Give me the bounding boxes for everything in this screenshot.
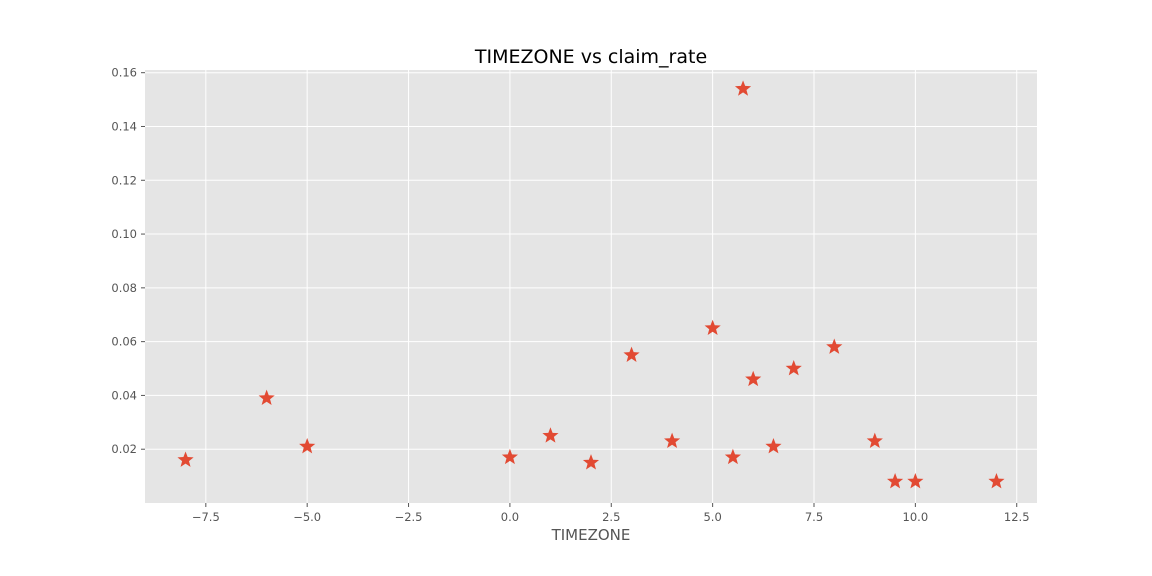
y-tick-label: 0.02 [111, 442, 137, 456]
data-point-star [582, 454, 600, 470]
y-tick-label: 0.10 [111, 227, 137, 241]
data-point-star [299, 438, 316, 454]
data-point-star [866, 432, 883, 449]
data-point-star [542, 427, 559, 443]
x-axis-label: TIMEZONE [551, 526, 631, 544]
x-tick-label: 7.5 [805, 510, 823, 524]
x-tick-label: 12.5 [1004, 510, 1030, 524]
data-point-star [724, 448, 741, 465]
data-point-star [887, 472, 904, 489]
data-point-star [745, 370, 762, 387]
plot-background [145, 70, 1037, 503]
y-tick-label: 0.08 [111, 281, 137, 295]
data-point-star [826, 338, 843, 354]
x-tick-label: 2.5 [602, 510, 620, 524]
data-points [177, 80, 1005, 489]
x-tick-label: −7.5 [192, 510, 220, 524]
y-tick-label: 0.04 [111, 388, 137, 402]
y-tick-label: 0.06 [111, 335, 137, 349]
data-point-star [501, 448, 518, 465]
data-point-star [704, 319, 721, 336]
data-point-star [907, 472, 924, 489]
y-tick-label: 0.12 [111, 173, 137, 187]
x-tick-label: −2.5 [395, 510, 423, 524]
data-point-star [734, 80, 752, 96]
chart-title: TIMEZONE vs claim_rate [474, 46, 707, 68]
data-point-star [258, 389, 275, 405]
data-point-star [785, 360, 802, 376]
x-tick-label: 5.0 [703, 510, 721, 524]
data-point-star [988, 472, 1005, 489]
data-point-star [623, 346, 640, 362]
grid-lines [145, 70, 1037, 503]
y-tick-label: 0.16 [111, 66, 137, 80]
data-point-star [177, 451, 194, 467]
y-axis-ticks: 0.02 0.04 0.06 0.08 0.10 0.12 0.14 0.16 [111, 66, 145, 456]
data-point-star [765, 438, 782, 454]
x-tick-label: −5.0 [293, 510, 321, 524]
x-axis-ticks: −7.5 −5.0 −2.5 0.0 2.5 5.0 7.5 10.0 12.5 [192, 503, 1030, 524]
data-point-star [664, 432, 681, 449]
x-tick-label: 0.0 [501, 510, 519, 524]
x-tick-label: 10.0 [903, 510, 929, 524]
y-tick-label: 0.14 [111, 119, 137, 133]
